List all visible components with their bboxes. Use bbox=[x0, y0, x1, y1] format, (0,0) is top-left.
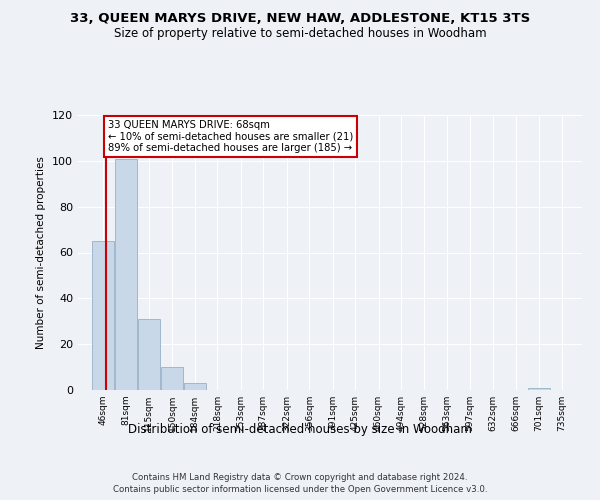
Bar bbox=[92, 241, 114, 390]
Bar bbox=[184, 383, 206, 390]
Text: 33 QUEEN MARYS DRIVE: 68sqm
← 10% of semi-detached houses are smaller (21)
89% o: 33 QUEEN MARYS DRIVE: 68sqm ← 10% of sem… bbox=[107, 120, 353, 153]
Text: Size of property relative to semi-detached houses in Woodham: Size of property relative to semi-detach… bbox=[113, 28, 487, 40]
Bar bbox=[115, 158, 137, 390]
Bar bbox=[138, 319, 160, 390]
Text: Contains public sector information licensed under the Open Government Licence v3: Contains public sector information licen… bbox=[113, 485, 487, 494]
Text: 33, QUEEN MARYS DRIVE, NEW HAW, ADDLESTONE, KT15 3TS: 33, QUEEN MARYS DRIVE, NEW HAW, ADDLESTO… bbox=[70, 12, 530, 26]
Bar bbox=[528, 388, 550, 390]
Text: Distribution of semi-detached houses by size in Woodham: Distribution of semi-detached houses by … bbox=[128, 422, 472, 436]
Bar bbox=[161, 367, 183, 390]
Y-axis label: Number of semi-detached properties: Number of semi-detached properties bbox=[37, 156, 46, 349]
Text: Contains HM Land Registry data © Crown copyright and database right 2024.: Contains HM Land Registry data © Crown c… bbox=[132, 472, 468, 482]
